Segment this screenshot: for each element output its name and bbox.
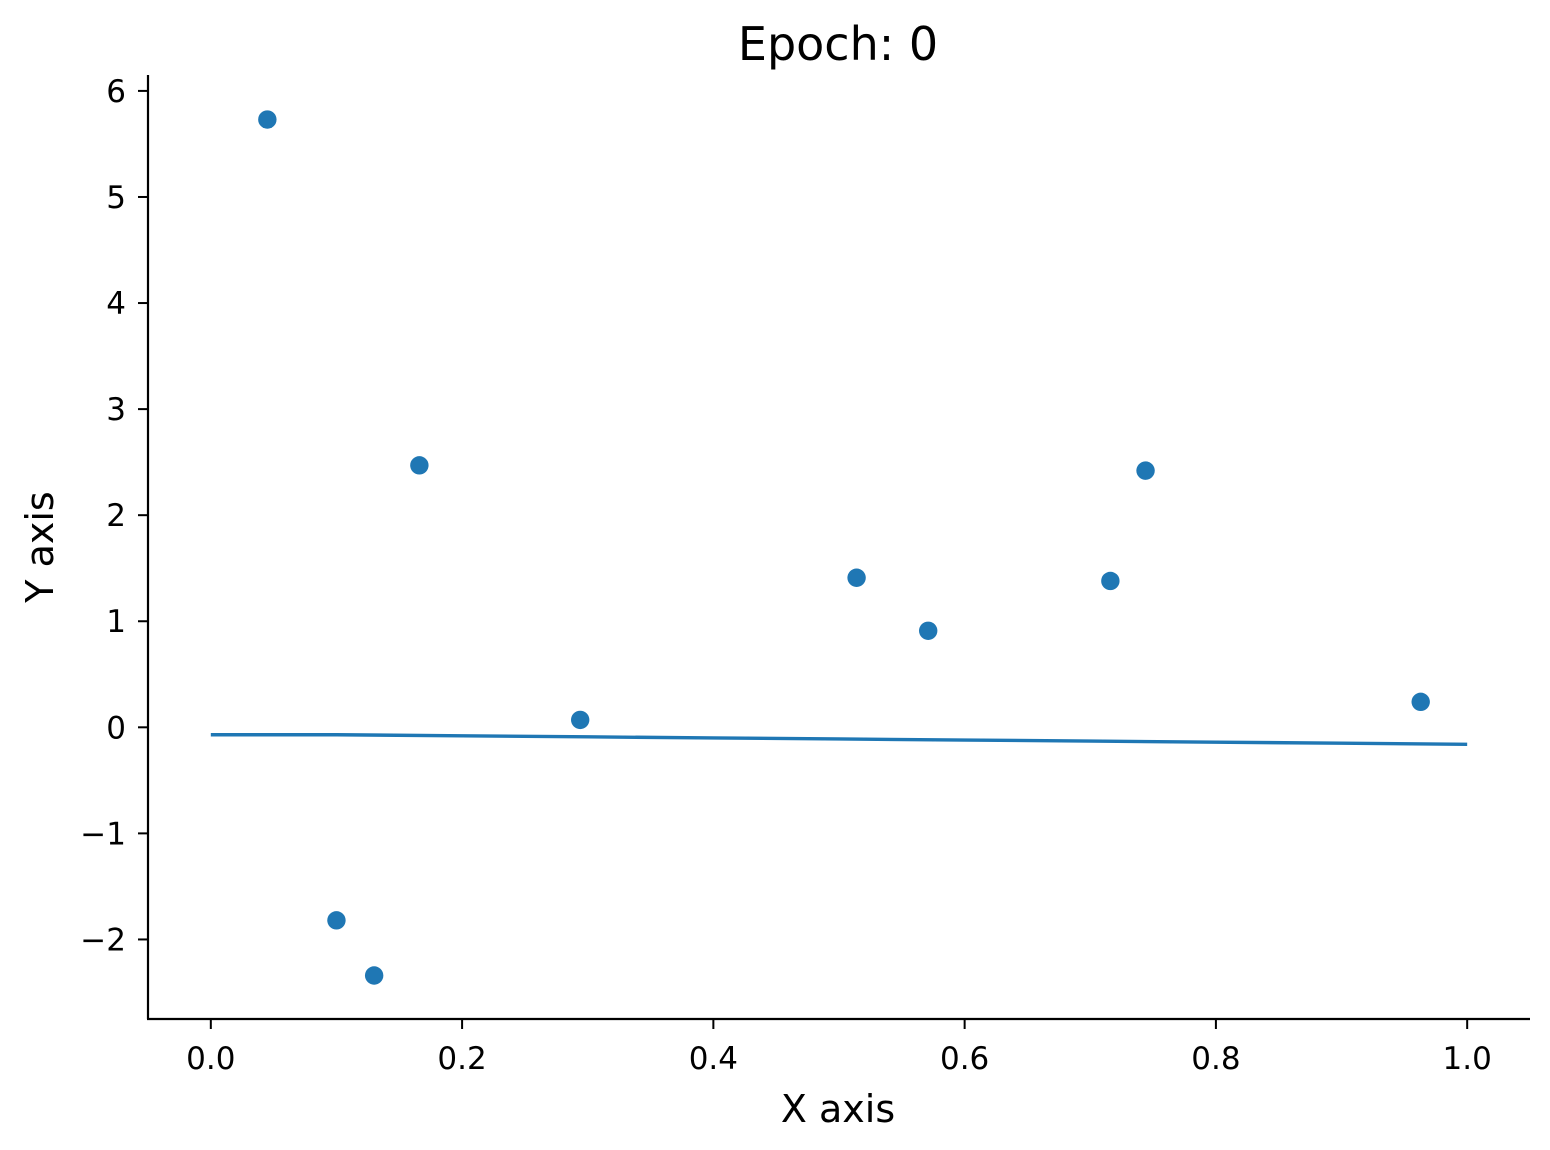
x-tick-label: 0.2 <box>437 1041 486 1077</box>
y-tick-label: −2 <box>80 922 126 958</box>
y-axis-label: Y axis <box>18 491 62 603</box>
scatter-point <box>364 966 384 985</box>
x-tick-label: 0.4 <box>689 1041 738 1077</box>
scatter-point <box>1411 692 1430 712</box>
y-tick-label: 4 <box>106 286 126 322</box>
y-tick-label: 1 <box>106 604 126 640</box>
chart-title: Epoch: 0 <box>738 17 938 71</box>
scatter-point <box>410 456 429 475</box>
y-tick-label: 5 <box>106 180 126 216</box>
x-tick-label: 0.6 <box>940 1041 989 1077</box>
y-tick-label: 3 <box>106 392 126 428</box>
y-tick-label: 6 <box>106 74 126 110</box>
y-tick-label: −1 <box>80 816 126 852</box>
x-tick-label: 0.8 <box>1191 1041 1240 1077</box>
plot-area <box>210 110 1468 985</box>
scatter-point <box>847 568 866 587</box>
scatter-point <box>258 110 277 129</box>
scatter-point <box>919 621 938 640</box>
scatter-point <box>1136 461 1155 480</box>
y-axis-ticks: −2 −1 0 1 2 3 4 5 6 <box>80 74 148 958</box>
fitted-line <box>210 733 1468 746</box>
scatter-point <box>1101 571 1120 591</box>
y-tick-label: 2 <box>106 498 126 534</box>
y-tick-label: 0 <box>106 710 126 746</box>
scatter-point <box>327 911 346 930</box>
x-axis-ticks: 0.0 0.2 0.4 0.6 0.8 1.0 <box>186 1019 1492 1077</box>
x-tick-label: 1.0 <box>1443 1041 1492 1077</box>
x-axis-label: X axis <box>781 1087 895 1131</box>
scatter-point <box>570 710 590 730</box>
x-tick-label: 0.0 <box>186 1041 235 1077</box>
